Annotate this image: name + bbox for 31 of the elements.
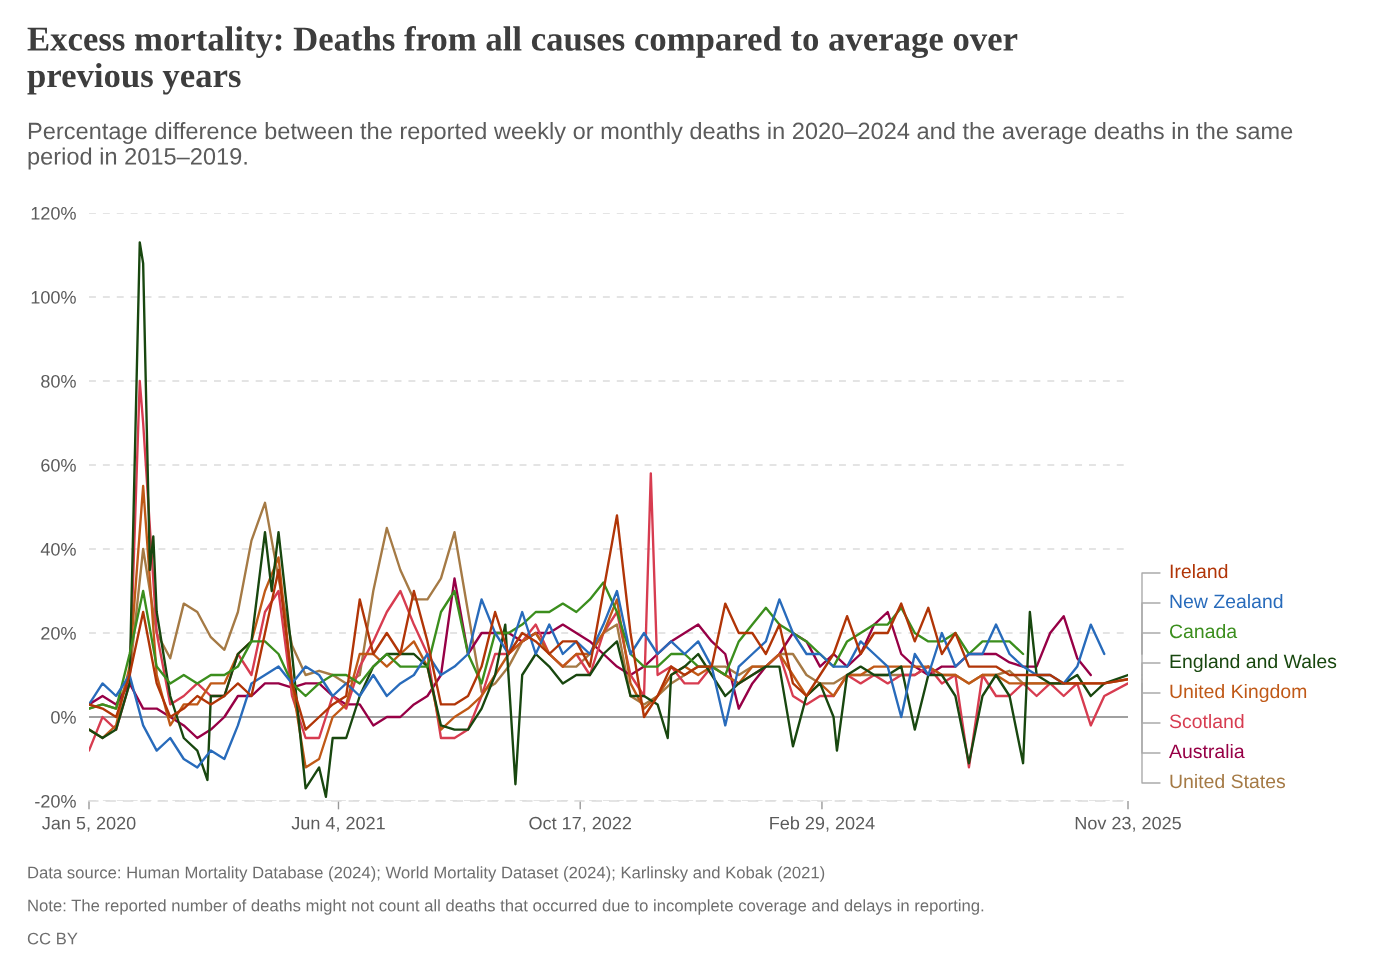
text: Australia xyxy=(1169,743,1245,759)
line-series xyxy=(89,241,1128,798)
text: CC BY xyxy=(27,932,78,945)
line-series xyxy=(89,514,1128,731)
text: United States xyxy=(1170,773,1286,789)
y-tick-label: 80% xyxy=(41,374,76,388)
x-tick-label: Feb 29, 2024 xyxy=(770,816,875,832)
x-tick-label: Oct 17, 2022 xyxy=(529,816,632,832)
text: England and Wales xyxy=(1170,653,1337,673)
text: Note: The reported number of deaths might not count all deaths that occurred due to incomplete coverage and delays in reporting. xyxy=(28,899,984,915)
text: New Zealand xyxy=(1170,593,1283,609)
y-tick-label: 60% xyxy=(41,458,76,472)
line-series xyxy=(89,589,1106,769)
y-tick-label: 100% xyxy=(31,290,76,304)
y-tick-label: -20% xyxy=(35,794,76,808)
y-tick-label: 0% xyxy=(51,710,76,724)
x-tick-label: Jun 4, 2021 xyxy=(291,816,385,832)
chart-title: Excess mortality: Deaths from all causes compared to average over previous years xyxy=(27,26,1018,95)
text: Scotland xyxy=(1169,713,1244,729)
x-tick-label: Jan 5, 2020 xyxy=(42,816,136,832)
line-series xyxy=(89,581,1025,710)
y-tick-label: 120% xyxy=(31,206,76,220)
text: United Kingdom xyxy=(1170,683,1307,703)
text: Ireland xyxy=(1170,563,1228,579)
text: Canada xyxy=(1169,623,1238,639)
source-note: Data source: Human Mortality Database (2024); World Mortality Dataset (2024); Karlinsky and Kobak (2021) xyxy=(28,866,825,882)
y-tick-label: 40% xyxy=(40,542,76,556)
x-tick-label: Nov 23, 2025 xyxy=(1075,816,1181,832)
y-tick-label: 20% xyxy=(41,626,76,640)
chart-subtitle: Percentage difference between the reported weekly or monthly deaths in 2020–2024 and the average deaths in the same period in 2015–2019. xyxy=(28,122,1293,170)
line-series xyxy=(89,577,1092,740)
